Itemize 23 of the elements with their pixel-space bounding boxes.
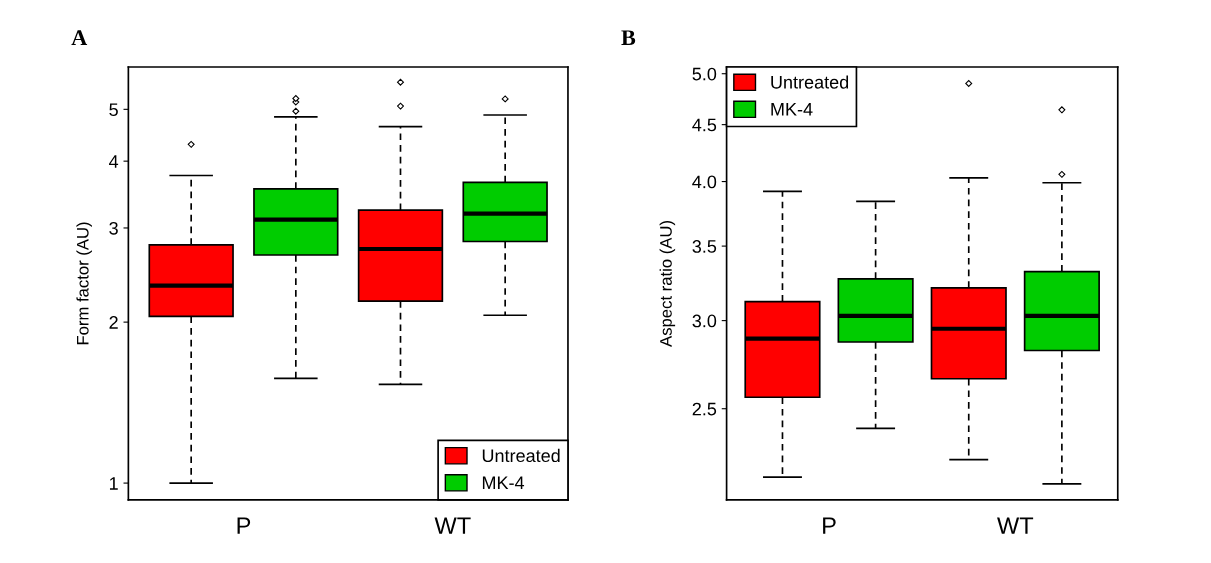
y-tick-label: 4.0	[692, 175, 717, 189]
x-tick-label: WT	[997, 517, 1034, 534]
x-tick-label: P	[237, 517, 251, 534]
y-tick-label: 5	[109, 103, 118, 117]
chart-title: B	[621, 30, 636, 46]
y-tick-label: 3.0	[692, 314, 717, 328]
y-tick-label: 5.0	[692, 67, 717, 81]
y-tick-label: 2	[109, 316, 118, 329]
legend-label: Untreated	[771, 75, 849, 89]
x-tick-label: WT	[434, 517, 471, 534]
y-tick-label: 2.5	[692, 402, 717, 416]
y-axis-title: Form factor (AU)	[76, 222, 92, 345]
y-tick-label: 1	[109, 477, 118, 490]
y-tick-label: 3	[109, 221, 118, 235]
y-tick-label: 4.5	[692, 118, 717, 132]
legend-label: Untreated	[482, 448, 560, 463]
chart-title: A	[71, 30, 88, 45]
x-tick-label: P	[823, 517, 836, 534]
y-axis-title: Aspect ratio (AU)	[659, 221, 676, 347]
y-tick-label: 3.5	[692, 240, 717, 253]
legend-label: MK-4	[482, 476, 525, 489]
y-tick-label: 4	[109, 155, 119, 168]
legend-label: MK-4	[771, 103, 813, 116]
